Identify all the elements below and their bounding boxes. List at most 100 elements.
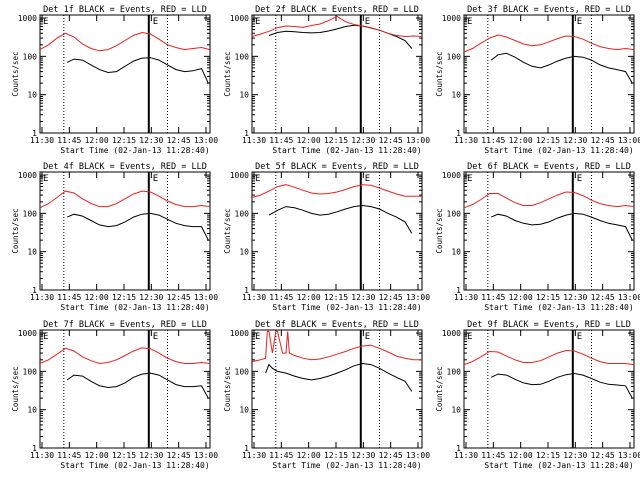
x-tick-label: 13:00 (618, 451, 640, 460)
chart-panel-5: Det 5f BLACK = Events, RED = LLD 1 10 100 10… (223, 162, 430, 312)
x-axis-label: Start Time (02-Jan-13 11:28:40) (272, 461, 421, 470)
y-tick-label: 100 (23, 209, 38, 218)
y-axis-label: Counts/sec (435, 208, 444, 253)
y-tick-label: 100 (447, 52, 462, 61)
y-tick-label: 1000 (442, 171, 461, 180)
x-tick-label: 12:45 (379, 136, 403, 145)
y-tick-label: 100 (235, 209, 250, 218)
x-axis-label: Start Time (02-Jan-13 11:28:40) (484, 461, 633, 470)
chart-title: Det 2f BLACK = Events, RED = LLD (255, 5, 419, 15)
x-tick-label: 12:00 (85, 136, 109, 145)
x-tick-label: 11:30 (454, 451, 478, 460)
plot-frame (463, 329, 635, 449)
flag-right: E (365, 17, 370, 27)
x-tick-label: 12:15 (324, 451, 348, 460)
y-tick-label: 1 (32, 286, 37, 295)
x-tick-label: 12:15 (112, 451, 136, 460)
x-tick-label: 11:45 (57, 136, 81, 145)
y-tick-label: 1000 (18, 14, 37, 23)
x-tick-label: 11:30 (242, 451, 266, 460)
x-tick-label: 11:45 (269, 136, 293, 145)
x-tick-label: 13:00 (194, 451, 218, 460)
x-tick-label: 12:00 (297, 451, 321, 460)
flag-left: E (255, 17, 260, 27)
y-tick-label: 100 (235, 367, 250, 376)
flag-left: E (43, 332, 48, 342)
series-line-events (268, 24, 413, 49)
y-axis-label: Counts/sec (223, 208, 232, 253)
x-tick-label: 12:30 (563, 293, 587, 302)
y-axis-label: Counts/sec (435, 366, 444, 411)
plot-frame (39, 171, 211, 291)
series-line-lld (251, 330, 422, 363)
x-tick-label: 12:15 (112, 136, 136, 145)
flag-left: E (467, 174, 472, 184)
x-tick-label: 12:00 (297, 293, 321, 302)
y-tick-label: 1 (456, 129, 461, 138)
plot-frame (463, 171, 635, 291)
plot-frame (251, 14, 423, 134)
series-line-events (66, 372, 209, 399)
y-tick-label: 10 (27, 406, 37, 415)
x-tick-label: 12:00 (85, 451, 109, 460)
x-tick-label: 11:45 (57, 293, 81, 302)
x-tick-label: 11:45 (57, 451, 81, 460)
x-tick-label: 12:00 (509, 293, 533, 302)
y-tick-label: 1 (32, 444, 37, 453)
y-tick-label: 10 (451, 406, 461, 415)
flag-right: E (153, 174, 158, 184)
x-tick-label: 11:30 (242, 136, 266, 145)
flag-left: E (255, 174, 260, 184)
plot-frame (251, 171, 423, 291)
chart-panel-1: Det 1f BLACK = Events, RED = LLD 1 10 100 10… (11, 5, 218, 155)
y-tick-label: 1000 (442, 14, 461, 23)
series-line-events (490, 52, 633, 84)
x-tick-label: 13:00 (194, 136, 218, 145)
x-tick-label: 12:15 (324, 293, 348, 302)
x-tick-label: 12:30 (563, 451, 587, 460)
x-tick-label: 12:45 (167, 136, 191, 145)
y-axis-label: Counts/sec (223, 51, 232, 96)
flag-right: E (365, 332, 370, 342)
x-tick-label: 12:30 (351, 451, 375, 460)
flag-right: E (577, 17, 582, 27)
x-tick-label: 12:00 (85, 293, 109, 302)
flag-left: E (43, 17, 48, 27)
y-tick-label: 1 (456, 444, 461, 453)
y-tick-label: 1 (244, 286, 249, 295)
chart-title: Det 6f BLACK = Events, RED = LLD (467, 162, 631, 172)
y-axis-label: Counts/sec (435, 51, 444, 96)
x-tick-label: 13:00 (406, 136, 430, 145)
x-tick-label: 12:45 (167, 451, 191, 460)
x-tick-label: 12:45 (591, 293, 615, 302)
chart-panel-7: Det 7f BLACK = Events, RED = LLD 1 10 100 10… (11, 320, 218, 470)
series-line-lld (463, 349, 635, 366)
series-line-events (268, 204, 413, 234)
x-axis-label: Start Time (02-Jan-13 11:28:40) (60, 303, 209, 312)
x-tick-label: 12:15 (324, 136, 348, 145)
flag-left: E (467, 332, 472, 342)
flag-left: E (467, 17, 472, 27)
y-tick-label: 1 (244, 444, 249, 453)
series-line-lld (251, 15, 423, 38)
chart-panel-3: Det 3f BLACK = Events, RED = LLD 1 10 100 10… (435, 5, 640, 155)
x-tick-label: 12:30 (351, 136, 375, 145)
flag-right: E (365, 174, 370, 184)
x-tick-label: 11:30 (30, 451, 54, 460)
x-tick-label: 12:00 (509, 451, 533, 460)
y-tick-label: 1000 (230, 329, 249, 338)
y-tick-label: 10 (239, 406, 249, 415)
x-tick-label: 12:45 (167, 293, 191, 302)
y-tick-label: 10 (27, 248, 37, 257)
y-tick-label: 100 (447, 209, 462, 218)
plot-frame (39, 14, 211, 134)
x-tick-label: 11:45 (269, 293, 293, 302)
y-tick-label: 100 (447, 367, 462, 376)
y-tick-label: 100 (23, 52, 38, 61)
x-tick-label: 13:00 (194, 293, 218, 302)
x-tick-label: 12:45 (379, 451, 403, 460)
x-tick-label: 11:30 (454, 136, 478, 145)
chart-title: Det 7f BLACK = Events, RED = LLD (43, 320, 207, 330)
chart-title: Det 3f BLACK = Events, RED = LLD (467, 5, 631, 15)
